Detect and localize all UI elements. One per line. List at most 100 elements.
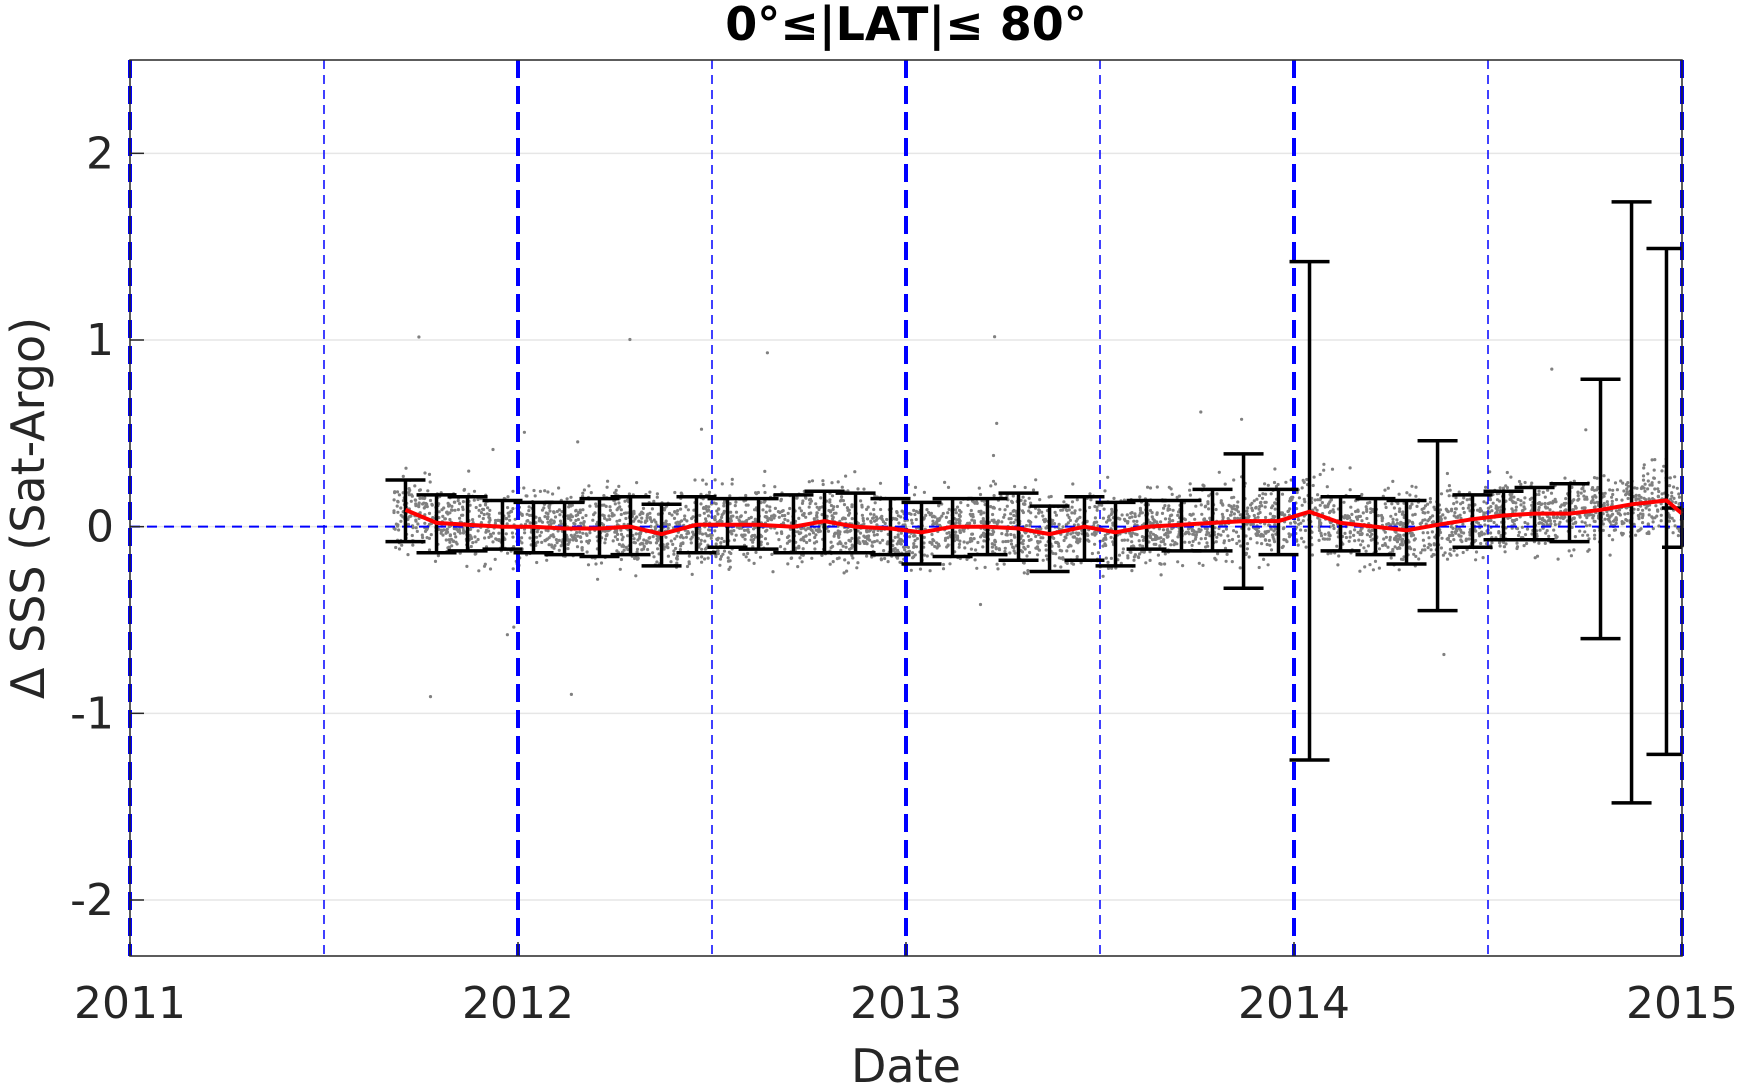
scatter-point: [626, 534, 630, 538]
scatter-point: [1421, 531, 1425, 535]
scatter-point: [414, 518, 418, 522]
scatter-point: [397, 547, 402, 551]
scatter-point: [1129, 534, 1134, 538]
scatter-point: [1012, 533, 1016, 537]
scatter-point: [702, 511, 706, 515]
scatter-point: [619, 512, 623, 517]
scatter-point: [722, 539, 726, 544]
scatter-point: [1158, 544, 1162, 548]
scatter-point: [1023, 485, 1027, 490]
scatter-point: [1236, 505, 1240, 509]
scatter-point: [555, 541, 559, 545]
scatter-point: [651, 535, 655, 539]
scatter-point: [460, 513, 464, 517]
scatter-point: [1257, 565, 1261, 570]
scatter-point: [937, 504, 941, 508]
scatter-point: [1646, 522, 1650, 526]
scatter-point: [1659, 513, 1663, 517]
scatter-point: [506, 495, 510, 499]
scatter-point: [1578, 529, 1582, 533]
scatter-point: [635, 550, 639, 554]
scatter-point: [1622, 521, 1626, 525]
scatter-point: [815, 515, 819, 519]
scatter-point: [1040, 510, 1044, 514]
scatter-point: [1439, 546, 1443, 550]
scatter-point: [1454, 527, 1458, 531]
scatter-point: [1657, 480, 1661, 484]
scatter-point: [862, 487, 866, 491]
scatter-point: [1637, 517, 1641, 521]
scatter-point: [1458, 513, 1462, 517]
scatter-point: [1103, 533, 1107, 537]
scatter-point: [973, 558, 977, 562]
scatter-point: [1353, 539, 1357, 543]
scatter-point: [1053, 510, 1057, 514]
scatter-point: [768, 517, 772, 521]
scatter-point: [1063, 535, 1067, 539]
scatter-point: [511, 507, 515, 511]
scatter-point: [1640, 485, 1644, 489]
scatter-point: [423, 529, 428, 534]
scatter-point: [1676, 534, 1680, 538]
scatter-point: [1101, 516, 1105, 520]
scatter-point: [552, 520, 556, 524]
scatter-point: [1359, 543, 1363, 547]
scatter-point: [655, 560, 659, 564]
scatter-point: [1096, 551, 1100, 555]
scatter-point: [1070, 500, 1075, 504]
scatter-point: [1660, 469, 1664, 473]
scatter-point: [1176, 535, 1180, 539]
scatter-point: [1205, 541, 1209, 545]
scatter-point: [1166, 534, 1170, 539]
scatter-point: [1317, 538, 1321, 543]
scatter-point: [896, 548, 900, 553]
scatter-point: [525, 494, 529, 498]
y-tick-label: 2: [86, 128, 114, 179]
scatter-point: [423, 471, 427, 475]
scatter-point: [957, 545, 961, 549]
scatter-point: [1054, 552, 1058, 556]
scatter-point: [1304, 545, 1308, 549]
scatter-point: [783, 513, 787, 518]
scatter-point: [1126, 538, 1130, 542]
scatter-point: [1221, 503, 1225, 507]
scatter-point: [821, 482, 825, 487]
scatter-point: [393, 490, 397, 494]
scatter-point: [1299, 528, 1303, 532]
scatter-point: [396, 523, 400, 527]
scatter-point: [1498, 544, 1502, 548]
scatter-point: [1141, 544, 1145, 548]
scatter-point: [1195, 530, 1199, 534]
scatter-point: [1361, 539, 1365, 543]
scatter-point: [1474, 558, 1478, 562]
scatter-point: [1090, 551, 1094, 556]
scatter-point: [1452, 538, 1456, 542]
scatter-point: [885, 542, 889, 546]
scatter-point: [1617, 511, 1621, 516]
scatter-point: [912, 508, 916, 512]
scatter-point: [1302, 480, 1306, 484]
scatter-point: [704, 519, 708, 523]
scatter-point: [909, 568, 913, 572]
scatter-point: [1482, 532, 1486, 536]
scatter-point: [1653, 458, 1657, 462]
chart-title: 0°≤|LAT|≤ 80°: [725, 0, 1086, 52]
scatter-point: [860, 503, 864, 507]
scatter-point: [1366, 544, 1370, 548]
scatter-point: [1005, 504, 1009, 508]
scatter-point: [1257, 507, 1261, 511]
scatter-point: [896, 535, 900, 539]
scatter-point: [944, 515, 949, 520]
scatter-point: [1023, 502, 1027, 506]
scatter-point: [1545, 523, 1549, 527]
scatter-point: [1426, 519, 1430, 523]
scatter-point: [1545, 506, 1550, 510]
scatter-point: [959, 510, 963, 514]
scatter-point: [1602, 474, 1606, 478]
scatter-point: [1315, 508, 1319, 512]
scatter-point: [1546, 488, 1550, 492]
scatter-point: [429, 533, 433, 537]
scatter-point: [1608, 488, 1612, 492]
scatter-point: [1670, 516, 1674, 520]
scatter-point: [1258, 510, 1262, 515]
